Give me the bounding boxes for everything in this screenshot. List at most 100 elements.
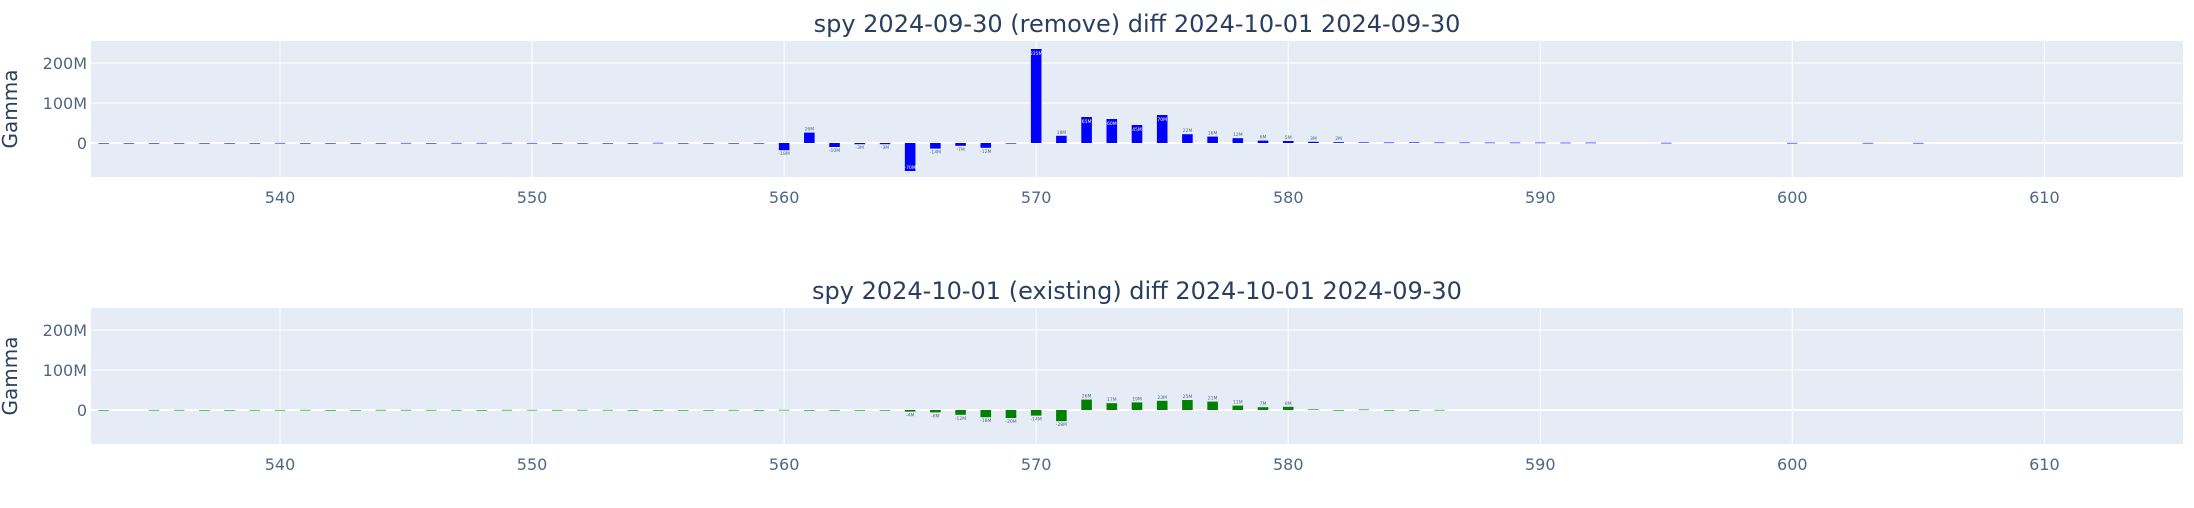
bar-543 <box>350 143 361 144</box>
bar-571 <box>1056 410 1067 422</box>
bar-579 <box>1257 140 1269 143</box>
y-tick-label: 0 <box>77 134 87 153</box>
bar-568 <box>980 410 992 418</box>
bar-data-label: -6M <box>931 413 939 419</box>
x-tick-label: 600 <box>1777 455 1808 474</box>
bar-534 <box>123 143 135 144</box>
bar-569 <box>1005 410 1017 418</box>
bar-533 <box>98 143 109 144</box>
bar-data-label: 70M <box>1157 117 1167 123</box>
bar-data-label: 7M <box>1260 401 1267 407</box>
bar-555 <box>652 142 664 144</box>
bar-552 <box>577 409 588 411</box>
bar-578 <box>1232 138 1244 143</box>
bar-569 <box>1005 143 1017 144</box>
bar-557 <box>703 410 714 411</box>
y-tick-label: 200M <box>43 321 87 340</box>
bar-data-label: 19M <box>1132 396 1142 402</box>
bar-535 <box>148 143 160 144</box>
bar-563 <box>854 143 866 145</box>
bar-574 <box>1131 125 1143 143</box>
bar-536 <box>173 409 185 411</box>
bar-565 <box>904 143 916 171</box>
bar-560 <box>778 143 790 151</box>
bar-605 <box>1913 142 1924 144</box>
bar-556 <box>678 143 689 144</box>
bar-575 <box>1156 115 1168 143</box>
bar-584 <box>1383 142 1395 144</box>
bar-537 <box>199 143 210 144</box>
bar-data-label: 17M <box>1107 397 1117 403</box>
bar-559 <box>753 410 765 411</box>
bar-582 <box>1333 410 1344 411</box>
bar-data-label: -14M <box>930 150 941 156</box>
bar-data-label: -12M <box>955 416 966 422</box>
x-tick-label: 540 <box>265 455 296 474</box>
bar-554 <box>627 410 639 411</box>
bar-542 <box>325 143 336 144</box>
bar-539 <box>249 409 261 411</box>
bar-570 <box>1030 49 1042 143</box>
bar-535 <box>148 409 160 411</box>
bar-595 <box>1661 142 1672 144</box>
bar-549 <box>501 142 513 144</box>
bar-575 <box>1156 400 1168 410</box>
subplot-1: -18M 26M -10M -3M -3M -70M -14M -7M -12M 235M 18M 6… <box>0 10 2183 207</box>
bar-553 <box>602 143 613 144</box>
bar-560 <box>778 409 790 411</box>
bar-data-label: 235M <box>1030 51 1043 57</box>
bar-538 <box>224 410 235 411</box>
bar-553 <box>602 409 613 411</box>
bar-data-label: -18M <box>779 151 790 157</box>
x-tick-label: 540 <box>265 188 296 207</box>
bar-578 <box>1232 405 1244 410</box>
bar-546 <box>425 143 437 144</box>
bar-570 <box>1030 410 1042 416</box>
bar-data-label: -4M <box>906 413 914 419</box>
bar-data-label: 3M <box>1310 136 1317 142</box>
bar-550 <box>526 409 538 411</box>
bar-581 <box>1308 409 1319 410</box>
bar-590 <box>1534 142 1546 144</box>
chart-title: spy 2024-10-01 (existing) diff 2024-10-0… <box>812 277 1462 305</box>
y-axis-title: Gamma <box>0 337 22 416</box>
bar-data-label: -70M <box>905 165 916 171</box>
bar-580 <box>1282 406 1294 410</box>
bar-588 <box>1484 142 1496 144</box>
bar-541 <box>299 143 311 144</box>
bar-data-label: -28M <box>1056 422 1067 428</box>
bar-552 <box>577 143 588 144</box>
bar-580 <box>1282 141 1294 143</box>
bar-549 <box>501 409 513 411</box>
bar-data-label: 6M <box>1260 135 1267 141</box>
bar-557 <box>703 143 714 144</box>
bar-data-label: 12M <box>1233 132 1243 138</box>
bar-data-label: 22M <box>1183 128 1193 134</box>
bar-data-label: -3M <box>856 145 864 151</box>
bar-data-label: 45M <box>1132 127 1142 133</box>
bar-566 <box>930 410 941 413</box>
bar-586 <box>1434 142 1445 144</box>
bar-554 <box>627 143 639 144</box>
bar-543 <box>350 410 361 411</box>
bar-581 <box>1308 141 1319 143</box>
bar-544 <box>375 143 387 144</box>
bar-data-label: -10M <box>829 148 840 154</box>
bar-541 <box>299 409 311 411</box>
chart-title: spy 2024-09-30 (remove) diff 2024-10-01 … <box>814 10 1461 38</box>
bar-data-label: 5M <box>1285 135 1292 141</box>
bar-558 <box>728 143 740 144</box>
bar-544 <box>375 409 387 411</box>
bar-586 <box>1434 409 1445 411</box>
bar-537 <box>199 410 210 411</box>
bar-data-label: -7M <box>956 147 964 153</box>
bar-567 <box>955 410 966 415</box>
bar-577 <box>1207 401 1218 410</box>
bar-562 <box>829 143 840 147</box>
bar-579 <box>1257 407 1269 410</box>
bar-data-label: -18M <box>980 418 991 424</box>
bar-576 <box>1182 134 1193 143</box>
bar-573 <box>1106 119 1118 143</box>
plot-background <box>91 41 2183 177</box>
